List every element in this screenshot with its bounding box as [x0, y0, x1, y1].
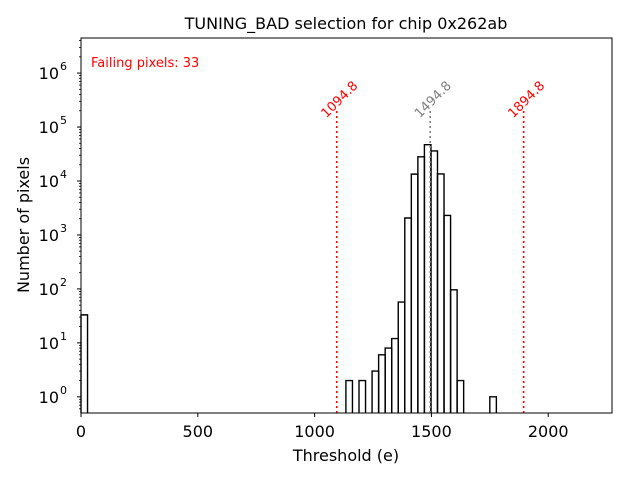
y-tick-label: 10: [39, 64, 59, 83]
histogram-bin: [436, 173, 445, 413]
failing-pixels-annotation: Failing pixels: 33: [91, 56, 199, 71]
y-tick-label: 10: [39, 226, 59, 245]
histogram-bin: [397, 301, 406, 413]
x-tick-label: 0: [76, 422, 86, 441]
y-tick-label: 10: [39, 172, 59, 191]
y-tick-exponent: 3: [60, 222, 67, 235]
y-tick-label: 10: [39, 334, 59, 353]
histogram-bin: [410, 173, 419, 413]
histogram-bin: [358, 379, 367, 413]
histogram-bin: [384, 347, 393, 413]
axes-frame: [80, 37, 613, 414]
y-tick-exponent: 4: [60, 168, 67, 181]
x-tick-label: 1000: [294, 422, 335, 441]
threshold-line-label: 1094.8: [319, 79, 362, 122]
y-tick-exponent: 6: [60, 60, 67, 73]
histogram-bin: [456, 379, 465, 413]
x-tick-label: 2000: [528, 422, 569, 441]
x-tick-label: 500: [183, 422, 214, 441]
threshold-line-label: 1894.8: [505, 79, 548, 122]
y-tick-exponent: 1: [60, 330, 67, 343]
x-tick-label: 1500: [411, 422, 452, 441]
y-tick-exponent: 5: [60, 114, 67, 127]
y-tick-label: 10: [39, 388, 59, 407]
histogram-bin: [371, 370, 380, 413]
y-tick-exponent: 0: [60, 384, 67, 397]
histogram-bin: [443, 214, 452, 413]
y-tick-label: 10: [39, 280, 59, 299]
histogram-bin: [417, 156, 426, 413]
histogram-bin: [449, 289, 458, 413]
x-axis-label: Threshold (e): [292, 446, 399, 465]
histogram-bin: [489, 396, 498, 413]
histogram-bin: [391, 337, 399, 413]
y-tick-exponent: 2: [60, 276, 67, 289]
x-axis-ticks: 0 500 1000 1500 2000: [76, 413, 569, 441]
threshold-line-label: 1494.8: [412, 79, 455, 122]
histogram-bin: [377, 354, 386, 413]
histogram-bin: [404, 217, 413, 413]
histogram-bin: [430, 150, 439, 413]
threshold-lines: 1094.8 1494.8 1894.8: [319, 79, 548, 413]
plot-area: [80, 144, 498, 413]
chart-title: TUNING_BAD selection for chip 0x262ab: [184, 14, 508, 34]
y-axis-label: Number of pixels: [14, 157, 33, 293]
histogram-bin: [80, 314, 89, 413]
histogram-bin: [345, 379, 354, 413]
y-tick-label: 10: [39, 118, 59, 137]
